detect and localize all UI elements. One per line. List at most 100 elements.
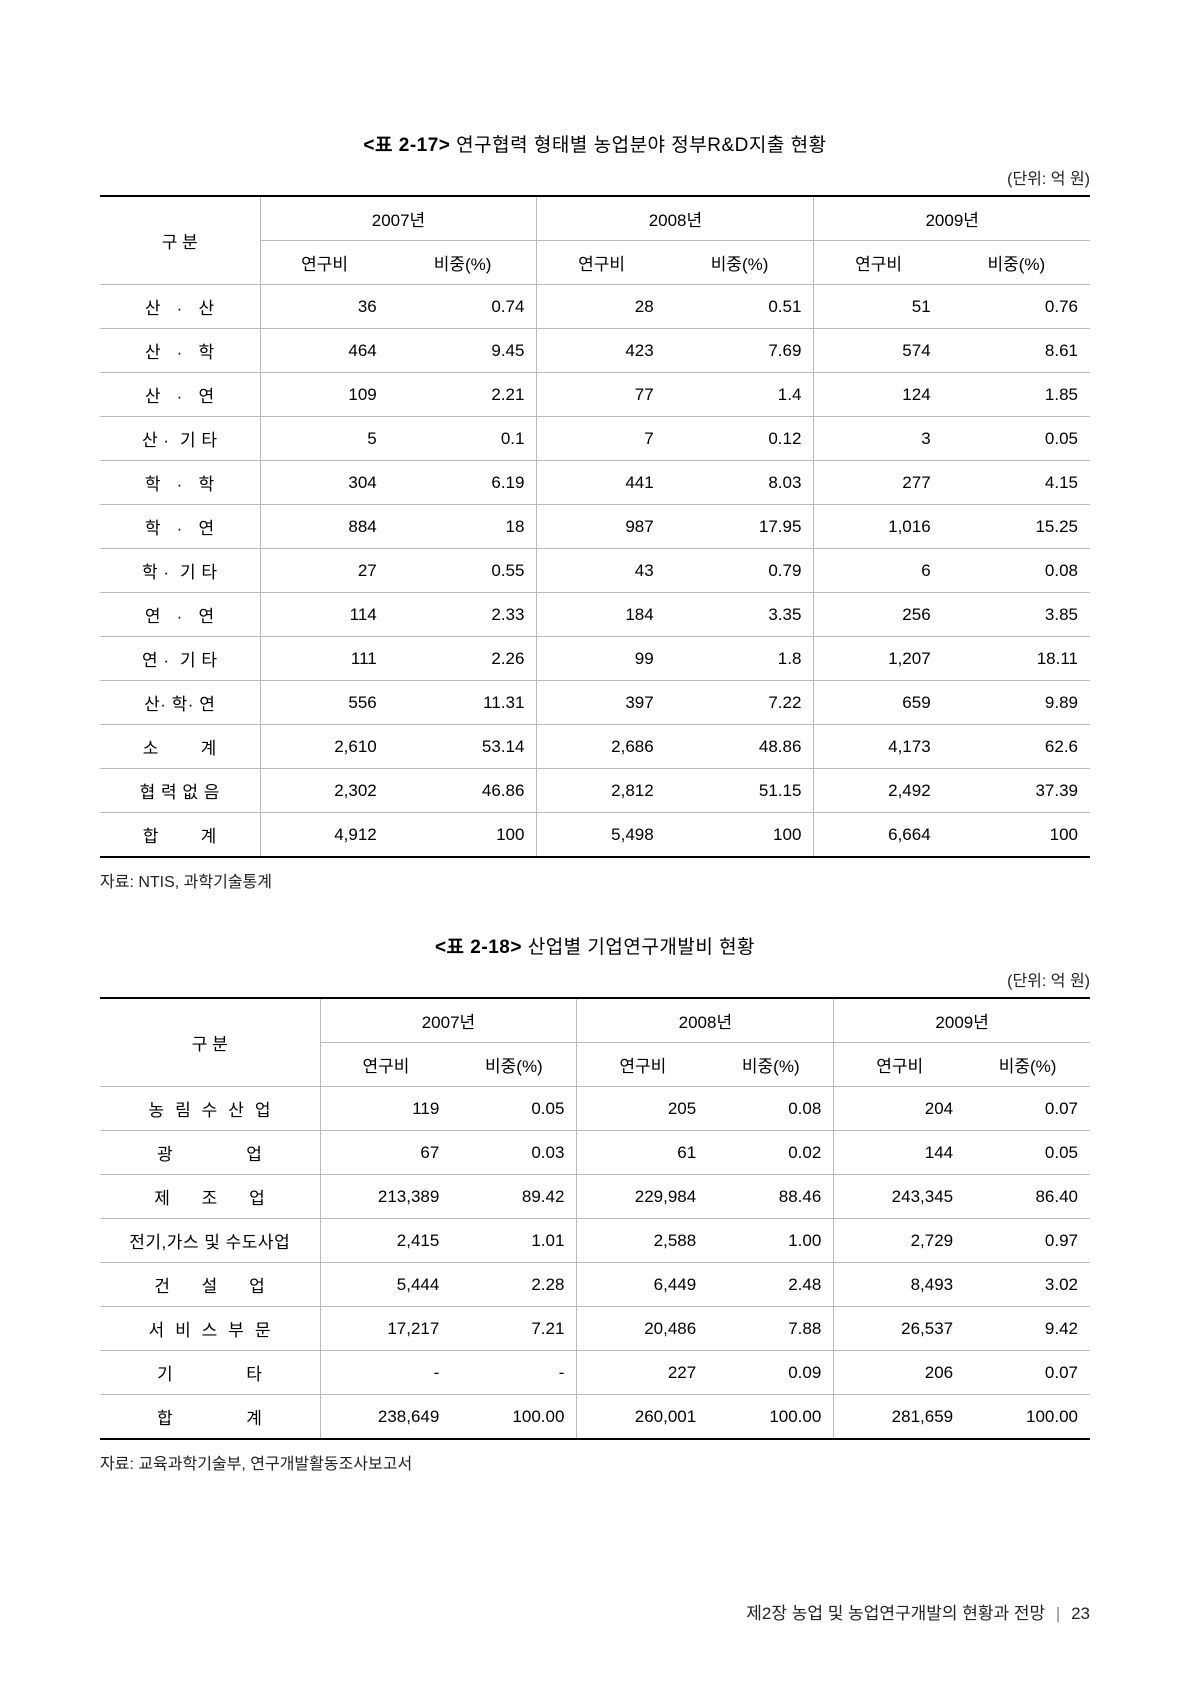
- table-2-18-cell: 2,729: [834, 1219, 965, 1263]
- table-2-18-cell: 100.00: [965, 1395, 1090, 1440]
- table-2-18-title-text: 산업별 기업연구개발비 현황: [522, 937, 755, 958]
- table-2-18-cell: 0.05: [451, 1087, 577, 1131]
- table-2-17-cell: 100: [943, 813, 1090, 858]
- table-2-17-cell: 2,812: [537, 769, 666, 813]
- table-2-18-number: <표 2-18>: [435, 937, 522, 958]
- table-2-18-row-cat: 합 계: [100, 1395, 320, 1440]
- table-row: 기 타--2270.092060.07: [100, 1351, 1090, 1395]
- table-2-18-cell: 61: [577, 1131, 708, 1175]
- table-2-17-cell: 423: [537, 329, 666, 373]
- table-2-18-cell: -: [451, 1351, 577, 1395]
- table-2-17-row-cat: 산 · 연: [100, 373, 260, 417]
- table-2-17-cell: 0.08: [943, 549, 1090, 593]
- table-2-17-year-0: 2007년: [260, 196, 537, 241]
- table-2-17-cell: 3: [814, 417, 943, 461]
- table-2-18-sub-2-0: 연구비: [834, 1043, 965, 1087]
- table-2-18-cell: 2.28: [451, 1263, 577, 1307]
- table-2-17-number: <표 2-17>: [363, 135, 450, 156]
- table-2-17-cell: 1,207: [814, 637, 943, 681]
- table-2-17-cell: 277: [814, 461, 943, 505]
- table-2-17-year-2: 2009년: [814, 196, 1090, 241]
- table-2-18-sub-0-1: 비중(%): [451, 1043, 577, 1087]
- table-2-17-row-cat: 연 · 기 타: [100, 637, 260, 681]
- table-2-18: 구 분 2007년 2008년 2009년 연구비 비중(%) 연구비 비중(%…: [100, 997, 1090, 1440]
- table-2-17-cell: 5,498: [537, 813, 666, 858]
- table-2-18-year-2: 2009년: [834, 998, 1090, 1043]
- table-2-18-cell: 229,984: [577, 1175, 708, 1219]
- table-2-17-cell: 2,610: [260, 725, 389, 769]
- table-2-17-cell: 0.1: [389, 417, 537, 461]
- table-2-17-cell: 51: [814, 285, 943, 329]
- table-2-18-cell: 7.88: [708, 1307, 834, 1351]
- table-2-17-cell: 53.14: [389, 725, 537, 769]
- table-2-18-cell: 144: [834, 1131, 965, 1175]
- table-2-17-cell: 124: [814, 373, 943, 417]
- table-2-18-cell: 86.40: [965, 1175, 1090, 1219]
- table-2-17-cell: 46.86: [389, 769, 537, 813]
- table-2-18-cell: 0.97: [965, 1219, 1090, 1263]
- table-2-17-row-cat: 산 · 산: [100, 285, 260, 329]
- table-2-18-cell: 8,493: [834, 1263, 965, 1307]
- table-2-18-cell: 213,389: [320, 1175, 451, 1219]
- table-2-18-cell: 2.48: [708, 1263, 834, 1307]
- table-2-17-block: <표 2-17> 연구협력 형태별 농업분야 정부R&D지출 현황 (단위: 억…: [100, 130, 1090, 892]
- table-2-17: 구 분 2007년 2008년 2009년 연구비 비중(%) 연구비 비중(%…: [100, 195, 1090, 858]
- table-2-18-cat-header: 구 분: [100, 998, 320, 1087]
- table-2-18-cell: 3.02: [965, 1263, 1090, 1307]
- table-row: 건 설 업5,4442.286,4492.488,4933.02: [100, 1263, 1090, 1307]
- table-2-17-cell: 556: [260, 681, 389, 725]
- table-2-17-row-cat: 소 계: [100, 725, 260, 769]
- table-2-17-cell: 28: [537, 285, 666, 329]
- table-2-18-row-cat: 제 조 업: [100, 1175, 320, 1219]
- table-row: 학 · 연8841898717.951,01615.25: [100, 505, 1090, 549]
- table-2-18-cell: 227: [577, 1351, 708, 1395]
- table-2-18-cell: 204: [834, 1087, 965, 1131]
- table-2-17-row-cat: 산 · 학: [100, 329, 260, 373]
- table-2-17-source: 자료: NTIS, 과학기술통계: [100, 868, 1090, 892]
- table-2-18-cell: 67: [320, 1131, 451, 1175]
- footer-sep: |: [1056, 1604, 1060, 1623]
- table-2-17-cell: 7.22: [666, 681, 814, 725]
- table-2-17-cell: 8.61: [943, 329, 1090, 373]
- table-row: 합 계4,9121005,4981006,664100: [100, 813, 1090, 858]
- table-row: 산 · 기 타50.170.1230.05: [100, 417, 1090, 461]
- table-2-17-cell: 4,912: [260, 813, 389, 858]
- table-2-17-row-cat: 학 · 기 타: [100, 549, 260, 593]
- table-2-17-sub-2-1: 비중(%): [943, 241, 1090, 285]
- table-2-18-sub-0-0: 연구비: [320, 1043, 451, 1087]
- table-2-17-row-cat: 산 · 기 타: [100, 417, 260, 461]
- table-row: 협 력 없 음2,30246.862,81251.152,49237.39: [100, 769, 1090, 813]
- table-2-17-cell: 987: [537, 505, 666, 549]
- table-2-17-cell: 4.15: [943, 461, 1090, 505]
- table-2-18-row-cat: 농 림 수 산 업: [100, 1087, 320, 1131]
- table-2-17-cell: 397: [537, 681, 666, 725]
- table-row: 제 조 업213,38989.42229,98488.46243,34586.4…: [100, 1175, 1090, 1219]
- table-2-17-cell: 18: [389, 505, 537, 549]
- table-2-17-cell: 2.21: [389, 373, 537, 417]
- table-2-18-source: 자료: 교육과학기술부, 연구개발활동조사보고서: [100, 1450, 1090, 1474]
- table-2-18-cell: 0.03: [451, 1131, 577, 1175]
- table-2-17-cell: 8.03: [666, 461, 814, 505]
- table-row: 학 · 기 타270.55430.7960.08: [100, 549, 1090, 593]
- table-2-17-sub-0-1: 비중(%): [389, 241, 537, 285]
- table-row: 소 계2,61053.142,68648.864,17362.6: [100, 725, 1090, 769]
- table-2-17-cell: 574: [814, 329, 943, 373]
- table-2-18-row-cat: 서 비 스 부 문: [100, 1307, 320, 1351]
- table-2-17-row-cat: 협 력 없 음: [100, 769, 260, 813]
- table-2-18-cell: 119: [320, 1087, 451, 1131]
- table-2-17-cell: 1,016: [814, 505, 943, 549]
- table-row: 산· 학· 연55611.313977.226599.89: [100, 681, 1090, 725]
- table-2-17-cell: 100: [389, 813, 537, 858]
- table-2-17-cell: 0.05: [943, 417, 1090, 461]
- table-2-17-row-cat: 합 계: [100, 813, 260, 858]
- table-2-17-cell: 3.35: [666, 593, 814, 637]
- table-2-17-cell: 884: [260, 505, 389, 549]
- table-2-18-cell: 1.00: [708, 1219, 834, 1263]
- table-row: 연 · 기 타1112.26991.81,20718.11: [100, 637, 1090, 681]
- table-2-17-cell: 9.89: [943, 681, 1090, 725]
- table-2-17-cell: 111: [260, 637, 389, 681]
- table-2-18-cell: 243,345: [834, 1175, 965, 1219]
- page-footer: 제2장 농업 및 농업연구개발의 현황과 전망 | 23: [746, 1599, 1090, 1624]
- table-2-18-year-0: 2007년: [320, 998, 577, 1043]
- table-2-17-cell: 99: [537, 637, 666, 681]
